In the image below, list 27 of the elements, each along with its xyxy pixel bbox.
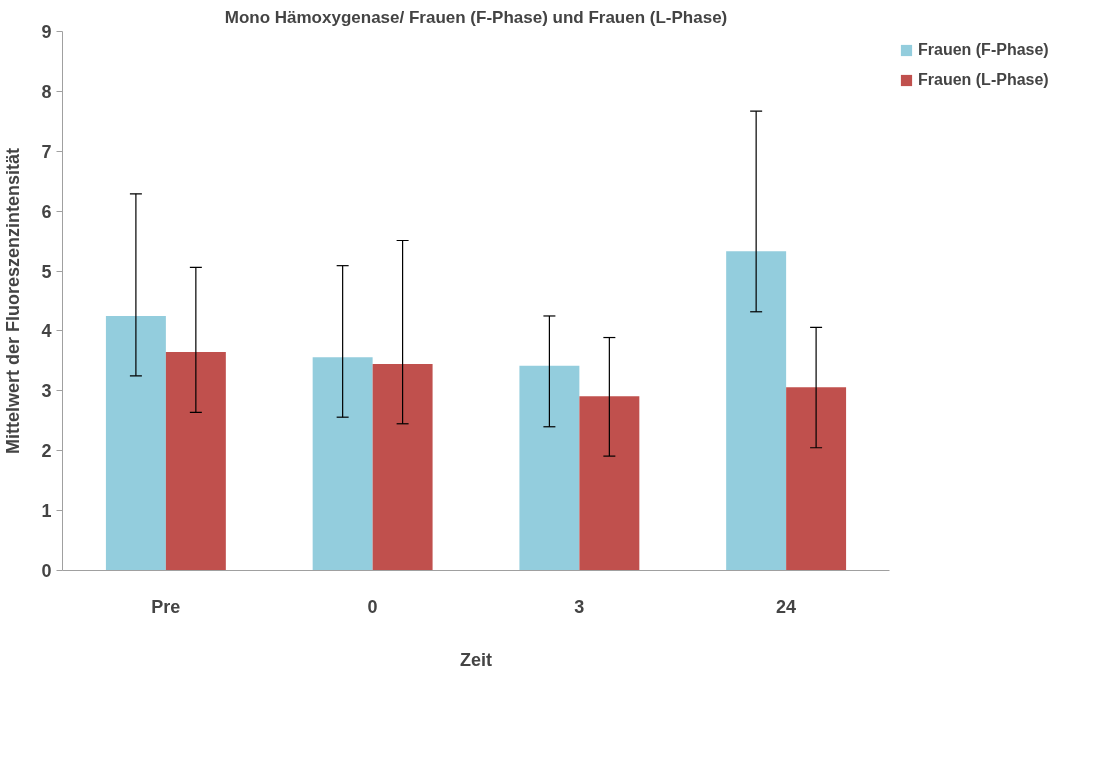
y-tick-label: 4 [41, 321, 52, 342]
bar [372, 363, 433, 571]
y-tick-label: 0 [41, 561, 52, 581]
y-tick-label: 9 [41, 22, 52, 42]
y-tick-label: 2 [41, 441, 52, 462]
y-axis-title: Mittelwert der Fluoreszenzintensität [3, 147, 24, 455]
x-tick-label: 3 [574, 596, 585, 617]
bar [105, 315, 166, 571]
y-tick-label: 6 [41, 201, 52, 222]
y-tick-label: 7 [41, 141, 52, 162]
x-axis-title: Zeit [460, 649, 493, 670]
y-tick-label: 8 [41, 81, 52, 102]
bar [579, 396, 640, 571]
legend-label: Frauen (L-Phase) [918, 71, 1049, 89]
bar [165, 351, 226, 571]
bar [312, 357, 373, 571]
chart-title: Mono Hämoxygenase/ Frauen (F-Phase) und Frauen (L-Phase) [224, 7, 728, 27]
bar [519, 365, 580, 571]
x-tick-label: 24 [776, 596, 797, 617]
y-tick-label: 5 [41, 261, 52, 282]
x-tick-label: 0 [367, 596, 378, 617]
x-tick-label: Pre [151, 596, 181, 617]
legend-label: Frauen (F-Phase) [918, 41, 1049, 59]
y-tick-label: 1 [41, 501, 52, 522]
bar [786, 387, 847, 571]
y-tick-label: 3 [41, 381, 52, 402]
bar [726, 251, 787, 571]
